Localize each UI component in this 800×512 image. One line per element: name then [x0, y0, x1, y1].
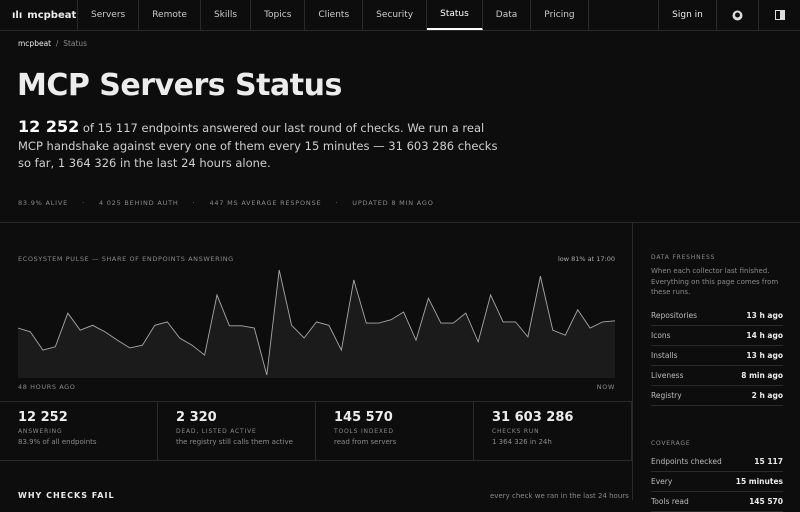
nav-link[interactable]: Pricing — [531, 0, 589, 30]
panel-icon[interactable] — [758, 0, 800, 30]
top-nav: ılı mcpbeat Servers Remote Skills Topics Clie… — [0, 0, 800, 31]
nav-link[interactable]: Data — [483, 0, 532, 30]
card-sub: read from servers — [334, 438, 397, 446]
stat-card: 2 320 DEAD, LISTED ACTIVE the registry sti… — [158, 402, 316, 460]
row-value: 13 h ago — [746, 310, 783, 320]
row-value: 14 h ago — [746, 330, 783, 340]
row-label: Icons — [651, 330, 671, 340]
nav-link[interactable]: Servers — [78, 0, 140, 30]
sidebar-heading: COVERAGE — [651, 439, 691, 447]
nav-link[interactable]: Security — [363, 0, 428, 30]
stat-card: 31 603 286 CHECKS RUN 1 364 326 in 24h — [474, 402, 632, 460]
row-value: 15 117 — [754, 456, 783, 466]
row-label: Endpoints checked — [651, 456, 722, 466]
nav-link[interactable]: Remote — [139, 0, 201, 30]
crumb[interactable]: mcpbeat — [18, 39, 52, 48]
sign-in[interactable]: Sign in — [658, 0, 716, 30]
card-value: 31 603 286 — [492, 410, 574, 425]
sidebar-row: Registry 2 h ago — [651, 386, 783, 406]
pulse-chart: ECOSYSTEM PULSE — SHARE OF ENDPOINTS ANS… — [17, 255, 616, 391]
intro-text: of 15 117 endpoints answered our last ro… — [18, 121, 498, 170]
divider — [632, 222, 633, 500]
sidebar-row: Endpoints checked 15 117 — [651, 452, 783, 472]
nav-link[interactable]: Status — [427, 0, 483, 30]
sidebar-row: Icons 14 h ago — [651, 326, 783, 346]
row-value: 2 h ago — [751, 390, 783, 400]
start-label: 48 HOURS AGO — [18, 383, 76, 391]
card-value: 145 570 — [334, 410, 393, 425]
row-label: Registry — [651, 390, 682, 400]
stats: 83.9% ALIVE · 4 025 BEHIND AUTH · 447 MS AVE… — [18, 199, 434, 207]
row-label: Installs — [651, 350, 678, 360]
sidebar-row: Every 15 minutes — [651, 472, 783, 492]
row-value: 145 570 — [749, 496, 783, 506]
stat: 83.9% ALIVE — [18, 199, 69, 207]
stat-sep: · — [335, 199, 339, 207]
card-sub: the registry still calls them active — [176, 438, 293, 446]
sidebar-row: Tools read 145 570 — [651, 492, 783, 512]
intro-lead: 12 252 — [18, 117, 80, 136]
card-label: TOOLS INDEXED — [334, 428, 394, 435]
row-label: Tools read — [651, 496, 689, 506]
stat: 447 MS AVERAGE RESPONSE — [209, 199, 322, 207]
divider — [0, 460, 632, 461]
chart-title: ECOSYSTEM PULSE — SHARE OF ENDPOINTS ANS… — [18, 255, 234, 263]
github-glyph — [732, 10, 743, 20]
nav-right: Sign in — [658, 0, 800, 30]
chart-note: low 81% at 17:00 — [558, 255, 615, 263]
panel-glyph — [774, 10, 785, 20]
nav-links: Servers Remote Skills Topics Clients Security… — [78, 0, 589, 30]
sidebar-section: DATA FRESHNESS When each collector last f… — [651, 254, 783, 406]
sidebar-desc: When each collector last finished. Every… — [651, 267, 779, 296]
stat-card: 12 252 ANSWERING 83.9% of all endpoints — [0, 402, 158, 460]
brand[interactable]: ılı mcpbeat — [0, 0, 78, 30]
stat-card: 145 570 TOOLS INDEXED read from servers — [316, 402, 474, 460]
crumb: Status — [63, 39, 88, 48]
card-sub: 83.9% of all endpoints — [18, 438, 97, 446]
sidebar-heading: DATA FRESHNESS — [651, 254, 716, 261]
card-label: ANSWERING — [18, 428, 63, 435]
row-value: 13 h ago — [746, 350, 783, 360]
divider — [0, 222, 800, 223]
section-note: every check we ran in the last 24 hours — [490, 492, 629, 500]
card-value: 2 320 — [176, 410, 217, 425]
row-label: Liveness — [651, 370, 684, 380]
card-label: CHECKS RUN — [492, 428, 540, 435]
sidebar-row: Installs 13 h ago — [651, 346, 783, 366]
github-icon[interactable] — [716, 0, 758, 30]
card-label: DEAD, LISTED ACTIVE — [176, 428, 257, 435]
divider — [0, 401, 632, 402]
stat-sep: · — [82, 199, 85, 207]
card-value: 12 252 — [18, 410, 68, 425]
sidebar-row: Repositories 13 h ago — [651, 306, 783, 326]
nav-link[interactable]: Clients — [305, 0, 364, 30]
section-heading: WHY CHECKS FAIL — [18, 491, 115, 500]
nav-link[interactable]: Topics — [251, 0, 306, 30]
row-value: 15 minutes — [735, 476, 783, 486]
stat-sep: · — [192, 199, 196, 207]
row-label: Repositories — [651, 310, 698, 320]
sidebar: DATA FRESHNESS When each collector last f… — [651, 254, 783, 512]
card-sub: 1 364 326 in 24h — [492, 438, 552, 446]
brand-name: mcpbeat — [27, 9, 77, 21]
sidebar-row: Liveness 8 min ago — [651, 366, 783, 386]
breadcrumb: mcpbeat / Status — [18, 39, 88, 48]
page-title: MCP Servers Status — [17, 68, 342, 103]
sidebar-section: COVERAGE Endpoints checked 15 117 Every 15 m… — [651, 440, 783, 512]
pulse-area — [18, 270, 615, 378]
stat: 4 025 BEHIND AUTH — [98, 199, 179, 207]
stat: UPDATED 8 MIN AGO — [352, 199, 434, 207]
end-label: NOW — [597, 383, 615, 391]
intro: 12 252 of 15 117 endpoints answered our … — [18, 118, 508, 173]
pulse-line — [17, 269, 616, 376]
row-label: Every — [651, 476, 673, 486]
nav-link[interactable]: Skills — [201, 0, 252, 30]
row-value: 8 min ago — [741, 370, 783, 380]
